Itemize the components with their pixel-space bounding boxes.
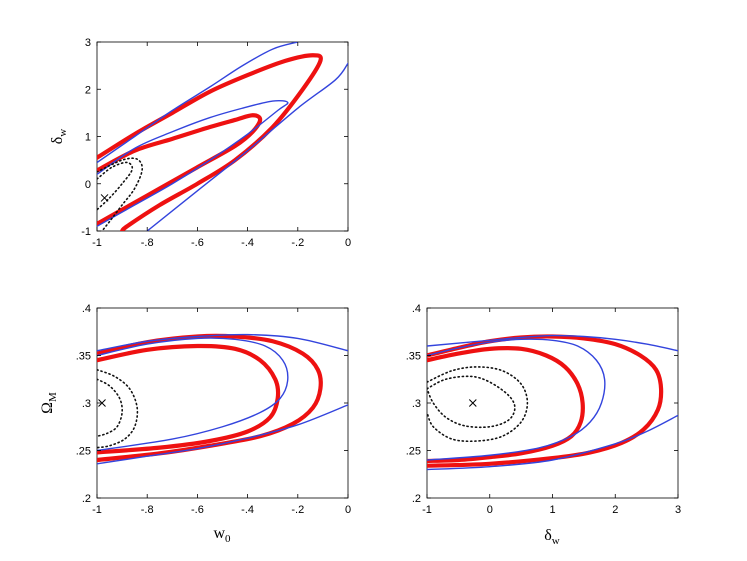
x-tick-label: 0	[487, 504, 493, 516]
y-axis-label: δw	[49, 129, 69, 145]
x-tick-label: -.4	[241, 504, 254, 516]
x-tick-label: 2	[612, 504, 618, 516]
panel-bottom-right: -1 0 1 2 3 .2 .25 .3 .35 .4 δw	[406, 303, 681, 547]
contour-line-blue-thin-4	[146, 62, 348, 231]
y-tick-label: -1	[81, 226, 91, 238]
x-tick-label: 3	[675, 504, 681, 516]
contour-line-blue-thin-3	[97, 333, 348, 352]
y-tick-label: .2	[82, 493, 91, 505]
contour-line-red-thick-0	[97, 343, 281, 455]
contour-line-black-dotted-6	[97, 368, 139, 449]
best-fit-marker	[468, 399, 477, 407]
curves	[427, 334, 678, 471]
x-tick-label: -.8	[141, 504, 154, 516]
y-tick-label: 0	[85, 179, 91, 191]
x-axis-label: δw	[544, 527, 560, 547]
contour-line-blue-thin-2	[97, 99, 289, 227]
best-fit-marker	[98, 399, 106, 407]
contour-line-red-thick-0	[427, 346, 585, 464]
x-tick-label: -.2	[291, 237, 304, 249]
contour-line-blue-thin-4	[427, 414, 678, 471]
best-fit-cross	[100, 194, 109, 202]
best-fit-cross	[468, 399, 477, 407]
y-tick-label: .35	[406, 351, 421, 363]
y-tick-label: 3	[85, 37, 91, 49]
x-tick-label: -.6	[191, 237, 204, 249]
curves	[97, 333, 348, 465]
curves	[97, 42, 348, 231]
axis-ticks: -1 0 1 2 3 .2 .25 .3 .35 .4	[406, 303, 681, 516]
y-axis-label: ΩM	[39, 392, 59, 414]
best-fit-cross	[98, 399, 106, 407]
x-tick-label: 0	[345, 504, 351, 516]
contour-line-black-dotted-5	[97, 161, 134, 211]
y-tick-label: .35	[76, 351, 91, 363]
panel-top-left: -1 -.8 -.6 -.4 -.2 0 -1 0 1 2 3 δw	[49, 37, 351, 249]
y-tick-label: .25	[406, 446, 421, 458]
contour-line-red-thick-1	[97, 53, 323, 231]
contour-line-red-thick-0	[97, 113, 263, 227]
panel-bottom-left: -1 -.8 -.6 -.4 -.2 0 .2 .25 .3 .35 .4 w0 ΩM	[39, 303, 351, 545]
contour-line-black-dotted-6	[97, 157, 144, 231]
x-tick-label: -.2	[291, 504, 304, 516]
best-fit-marker	[100, 194, 109, 202]
axis-ticks: -1 -.8 -.6 -.4 -.2 0 .2 .25 .3 .35 .4	[76, 303, 351, 516]
y-tick-label: 2	[85, 84, 91, 96]
x-tick-label: 0	[345, 237, 351, 249]
x-tick-label: -.6	[191, 504, 204, 516]
y-tick-label: .4	[82, 303, 91, 315]
y-tick-label: 1	[85, 132, 91, 144]
contour-line-black-dotted-5	[427, 375, 516, 429]
x-tick-label: -1	[422, 504, 432, 516]
y-tick-label: .3	[82, 398, 91, 410]
y-tick-label: .3	[412, 398, 421, 410]
contour-line-blue-thin-4	[97, 404, 348, 465]
contour-line-black-dotted-5	[97, 378, 123, 438]
y-tick-label: .4	[412, 303, 421, 315]
contour-line-blue-thin-2	[427, 338, 606, 461]
y-tick-label: .2	[412, 493, 421, 505]
contour-line-black-dotted-6	[427, 366, 529, 443]
x-tick-label: -1	[92, 504, 102, 516]
x-tick-label: -1	[92, 237, 102, 249]
x-tick-label: -.8	[141, 237, 154, 249]
axis-ticks: -1 -.8 -.6 -.4 -.2 0 -1 0 1 2 3	[81, 37, 351, 249]
contour-line-blue-thin-3	[427, 334, 678, 352]
x-axis-label: w0	[213, 525, 231, 545]
contour-line-blue-thin-3	[97, 42, 299, 164]
contour-line-blue-thin-2	[97, 337, 289, 452]
x-tick-label: 1	[549, 504, 555, 516]
y-tick-label: .25	[76, 446, 91, 458]
x-tick-label: -.4	[241, 237, 254, 249]
